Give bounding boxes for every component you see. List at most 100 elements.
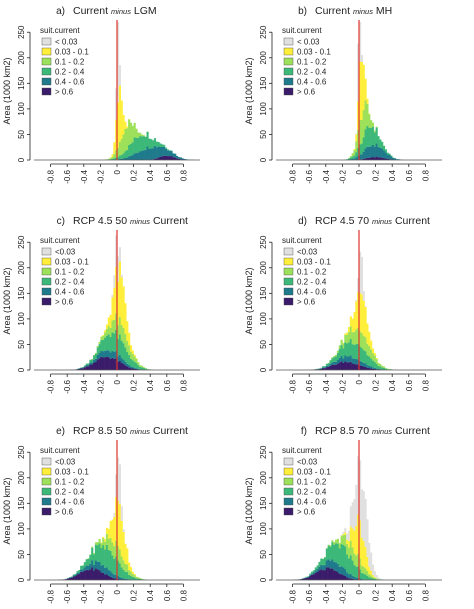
bar-bin42-class3: [111, 555, 114, 574]
y-tick-label: 50: [259, 339, 268, 348]
bar-bin36-class5: [100, 356, 103, 370]
bar-bin60-class4: [144, 149, 147, 160]
bar-bin45-class2: [117, 147, 120, 157]
bar-bin48-class2: [364, 337, 367, 352]
bar-bin53-class1: [131, 571, 134, 574]
bar-bin32-class2: [335, 539, 338, 544]
bar-bin42-class2: [111, 542, 114, 556]
bar-bin48-class4: [364, 363, 367, 367]
bar-bin43-class0: [113, 512, 116, 517]
bar-bin53-class1: [373, 352, 376, 356]
bar-bin45-class4: [359, 360, 362, 366]
y-tick-label: 250: [17, 445, 26, 459]
bar-bin58-class2: [140, 365, 144, 368]
y-tick-label: 0: [259, 367, 268, 372]
y-axis-label: Area (1000 km2): [244, 267, 254, 334]
x-tick-label: 0: [355, 379, 364, 384]
bar-bin24-class5: [78, 574, 81, 580]
bar-bin53-class4: [131, 367, 134, 369]
bar-bin36-class0: [342, 531, 345, 535]
bar-bin49-class0: [366, 519, 369, 557]
bar-bin79-class5: [179, 159, 182, 160]
x-tick-label: 0.2: [130, 379, 139, 391]
bar-bin59-class4: [142, 150, 145, 160]
bar-bin55-class1: [135, 358, 138, 359]
bar-bin53-class3: [131, 360, 134, 368]
bar-bin61-class3: [146, 131, 149, 147]
y-tick-label: 100: [259, 102, 268, 116]
bar-bin28-class4: [85, 365, 88, 367]
bar-bin34-class5: [338, 574, 341, 580]
bar-bin44-class5: [115, 578, 118, 580]
bar-bin31-class3: [91, 359, 94, 363]
y-tick-label: 250: [17, 25, 26, 39]
legend-swatch: [41, 67, 52, 76]
bar-bin36-class2: [342, 343, 345, 349]
bar-bin51-class2: [128, 570, 131, 575]
bar-bin36-class4: [100, 565, 103, 573]
bar-bin49-class1: [366, 556, 369, 571]
histogram-bars: [309, 251, 397, 370]
bar-bin33-class5: [336, 572, 340, 580]
bar-bin22-class4: [74, 575, 77, 577]
bar-bin45-class1: [117, 500, 120, 546]
bar-bin56-class3: [379, 366, 382, 370]
x-tick-label: 0.6: [163, 379, 172, 391]
bar-bin65-class4: [153, 145, 157, 159]
bar-bin73-class3: [168, 150, 171, 151]
bar-bin44-class4: [357, 577, 360, 580]
bar-bin51-class5: [370, 368, 373, 370]
bar-bin32-class2: [93, 552, 96, 555]
bar-bin28-class4: [85, 565, 88, 570]
bar-bin27-class2: [325, 548, 328, 549]
bar-bin47-class0: [120, 506, 123, 521]
bar-bin51-class2: [370, 575, 373, 578]
y-tick-label: 0: [259, 157, 268, 162]
bar-bin46-class1: [360, 294, 363, 333]
legend-label: > 0.6: [55, 88, 74, 97]
bar-bin67-class5: [157, 157, 160, 160]
legend-swatch: [41, 297, 52, 306]
legend-label: 0.2 - 0.4: [297, 68, 327, 77]
bar-bin37-class5: [344, 361, 347, 370]
bar-bin40-class4: [107, 350, 110, 358]
bar-bin25-class4: [322, 565, 325, 571]
x-tick-label: 0.2: [372, 589, 381, 601]
legend-label: > 0.6: [297, 88, 316, 97]
bar-bin32-class3: [335, 356, 338, 362]
y-axis: 0 50 100 150 200 250 Area (1000 km2): [2, 25, 31, 162]
x-axis: -0.8 -0.6 -0.4 -0.2 0 0.2 0.4 0.6 0.8: [47, 583, 188, 604]
bar-bin69-class4: [161, 146, 164, 157]
bar-bin35-class2: [98, 341, 101, 345]
bar-bin47-class1: [120, 520, 123, 557]
legend-swatch: [41, 477, 52, 486]
legend-swatch: [41, 497, 52, 506]
bar-bin48-class1: [364, 546, 367, 569]
bar-bin67-class4: [157, 146, 160, 158]
bar-bin50-class5: [126, 366, 129, 370]
bar-bin48-class4: [122, 578, 125, 580]
bar-bin49-class3: [124, 571, 127, 579]
bar-bin41-class2: [109, 537, 112, 551]
bar-bin34-class4: [338, 357, 341, 363]
bar-bin29-class5: [87, 570, 90, 580]
bar-bin21-class5: [72, 576, 75, 580]
bar-bin26-class3: [323, 366, 327, 368]
bar-bin38-class3: [346, 343, 349, 357]
bar-bin61-class4: [146, 146, 149, 160]
y-tick-label: 50: [259, 549, 268, 558]
legend-label: 0.4 - 0.6: [55, 498, 85, 507]
bar-bin36-class5: [342, 575, 345, 580]
x-tick-label: 0.2: [372, 379, 381, 391]
x-tick-label: -0.6: [305, 169, 314, 183]
bar-bin56-class3: [137, 365, 140, 369]
bar-bin46-class2: [118, 317, 121, 335]
bar-bin45-class4: [359, 578, 362, 580]
legend-swatch: [41, 267, 52, 276]
bar-bin59-class5: [384, 158, 387, 160]
bar-bin54-class5: [133, 368, 136, 370]
bar-bin25-class5: [80, 571, 83, 580]
x-tick-label: -0.4: [80, 169, 89, 183]
bar-bin40-class2: [349, 540, 352, 556]
